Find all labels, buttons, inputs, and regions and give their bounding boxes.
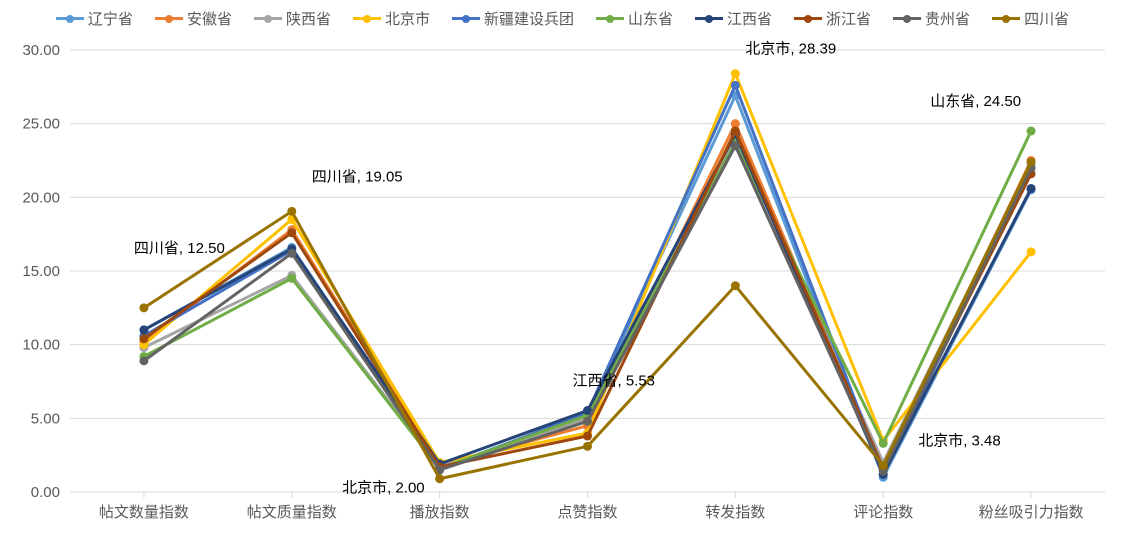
series-marker xyxy=(435,474,444,483)
legend-label: 北京市 xyxy=(385,8,430,29)
series-marker xyxy=(139,303,148,312)
legend-item: 浙江省 xyxy=(794,8,871,29)
x-tick-label: 评论指数 xyxy=(853,504,913,521)
series-marker xyxy=(879,439,888,448)
x-tick-label: 帖文数量指数 xyxy=(99,504,189,521)
data-annotation: 江西省, 5.53 xyxy=(573,373,656,390)
series-marker xyxy=(583,432,592,441)
series-marker xyxy=(139,334,148,343)
legend-label: 浙江省 xyxy=(826,8,871,29)
legend-item: 安徽省 xyxy=(155,8,232,29)
legend-label: 新疆建设兵团 xyxy=(484,8,574,29)
series-marker xyxy=(731,81,740,90)
series-marker xyxy=(583,417,592,426)
series-marker xyxy=(879,461,888,470)
data-annotation: 北京市, 28.39 xyxy=(745,41,836,58)
data-annotation: 四川省, 19.05 xyxy=(312,168,403,185)
series-marker xyxy=(731,141,740,150)
series-marker xyxy=(287,228,296,237)
series-marker xyxy=(139,356,148,365)
x-tick-label: 点赞指数 xyxy=(557,504,617,521)
series-marker xyxy=(1027,127,1036,136)
legend-label: 安徽省 xyxy=(187,8,232,29)
legend-item: 山东省 xyxy=(596,8,673,29)
y-tick-label: 25.00 xyxy=(22,116,60,133)
series-marker xyxy=(731,127,740,136)
chart-plot-area: 0.00 5.00 10.00 15.00 20.00 25.00 30.00 帖文数量指数 帖… xyxy=(0,0,1125,542)
legend-label: 江西省 xyxy=(727,8,772,29)
legend-item: 四川省 xyxy=(992,8,1069,29)
series-marker xyxy=(1027,247,1036,256)
x-tick-label: 粉丝吸引力指数 xyxy=(979,504,1084,521)
y-tick-label: 15.00 xyxy=(22,263,60,280)
legend: 辽宁省 安徽省 陕西省 北京市 新疆建设兵团 山东省 江西省 浙江省 贵州省 四川省 xyxy=(0,8,1125,29)
y-tick-label: 0.00 xyxy=(31,484,60,501)
series-marker xyxy=(139,325,148,334)
legend-label: 贵州省 xyxy=(925,8,970,29)
legend-label: 山东省 xyxy=(628,8,673,29)
line-chart: 辽宁省 安徽省 陕西省 北京市 新疆建设兵团 山东省 江西省 浙江省 贵州省 四川省 0.00 5.… xyxy=(0,0,1125,542)
y-tick-label: 20.00 xyxy=(22,189,60,206)
legend-item: 新疆建设兵团 xyxy=(452,8,574,29)
x-tick-label: 帖文质量指数 xyxy=(247,504,337,521)
series-marker xyxy=(583,442,592,451)
legend-item: 贵州省 xyxy=(893,8,970,29)
series-line xyxy=(144,74,1031,463)
series-marker xyxy=(731,281,740,290)
series-marker xyxy=(1027,157,1036,166)
series-marker xyxy=(731,69,740,78)
data-annotation: 北京市, 2.00 xyxy=(342,480,425,497)
legend-label: 四川省 xyxy=(1024,8,1069,29)
data-annotation: 四川省, 12.50 xyxy=(134,240,225,257)
x-tick-label: 转发指数 xyxy=(705,504,765,521)
legend-item: 陕西省 xyxy=(254,8,331,29)
legend-label: 辽宁省 xyxy=(88,8,133,29)
legend-item: 江西省 xyxy=(695,8,772,29)
series-marker xyxy=(287,274,296,283)
y-tick-label: 5.00 xyxy=(31,410,60,427)
legend-item: 辽宁省 xyxy=(56,8,133,29)
data-annotation: 山东省, 24.50 xyxy=(930,93,1021,110)
y-tick-label: 30.00 xyxy=(22,42,60,59)
series-marker xyxy=(287,249,296,258)
series-marker xyxy=(287,207,296,216)
series-marker xyxy=(1027,184,1036,193)
legend-label: 陕西省 xyxy=(286,8,331,29)
x-tick-label: 播放指数 xyxy=(410,504,470,521)
legend-item: 北京市 xyxy=(353,8,430,29)
data-annotation: 北京市, 3.48 xyxy=(918,433,1001,450)
y-tick-label: 10.00 xyxy=(22,337,60,354)
